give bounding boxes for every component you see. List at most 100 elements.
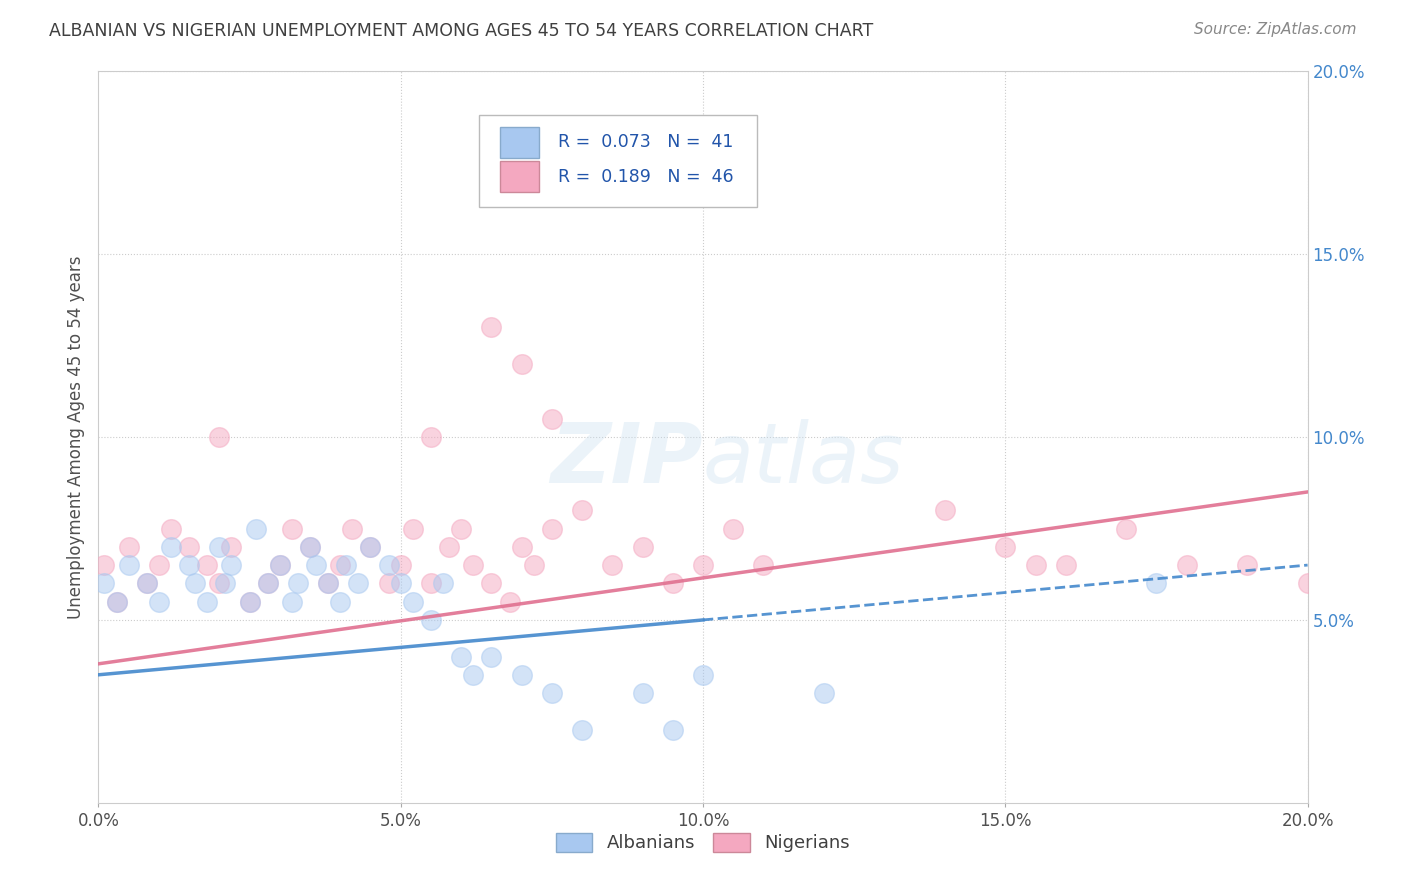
Y-axis label: Unemployment Among Ages 45 to 54 years: Unemployment Among Ages 45 to 54 years xyxy=(66,255,84,619)
Point xyxy=(402,521,425,535)
Point xyxy=(523,558,546,573)
Point xyxy=(105,594,128,608)
Point xyxy=(420,576,443,591)
Point xyxy=(994,540,1017,554)
Text: Source: ZipAtlas.com: Source: ZipAtlas.com xyxy=(1194,22,1357,37)
Point xyxy=(1296,576,1319,591)
Point xyxy=(1144,576,1167,591)
Point xyxy=(661,576,683,591)
Point xyxy=(269,558,291,573)
Point xyxy=(208,430,231,444)
Point xyxy=(148,558,170,573)
Point xyxy=(179,558,201,573)
Point xyxy=(281,521,304,535)
Point xyxy=(540,686,562,700)
Point xyxy=(329,594,352,608)
Point xyxy=(1175,558,1198,573)
Point xyxy=(299,540,322,554)
Point xyxy=(179,540,201,554)
Text: R =  0.189   N =  46: R = 0.189 N = 46 xyxy=(558,168,734,186)
Point xyxy=(281,594,304,608)
Point xyxy=(450,521,472,535)
Point xyxy=(1236,558,1258,573)
Point xyxy=(1054,558,1077,573)
Point xyxy=(316,576,339,591)
Point xyxy=(195,594,218,608)
Point xyxy=(602,558,624,573)
Text: atlas: atlas xyxy=(703,418,904,500)
Point xyxy=(335,558,357,573)
Point xyxy=(245,521,267,535)
Point xyxy=(256,576,278,591)
Point xyxy=(481,576,503,591)
Point xyxy=(377,558,399,573)
Point xyxy=(316,576,339,591)
Point xyxy=(360,540,382,554)
Point xyxy=(540,521,562,535)
Point xyxy=(631,540,654,554)
Point xyxy=(135,576,157,591)
Point xyxy=(118,558,141,573)
Point xyxy=(105,594,128,608)
Point xyxy=(571,503,593,517)
Point xyxy=(93,576,115,591)
Point xyxy=(463,558,485,573)
Point xyxy=(160,540,183,554)
Point xyxy=(1115,521,1137,535)
Point xyxy=(93,558,115,573)
Point xyxy=(160,521,183,535)
Point xyxy=(510,357,533,371)
Point xyxy=(571,723,593,737)
Text: ZIP: ZIP xyxy=(550,418,703,500)
Point xyxy=(723,521,745,535)
Bar xyxy=(501,161,538,192)
Point xyxy=(389,558,412,573)
Point xyxy=(1024,558,1046,573)
Point xyxy=(692,558,714,573)
Text: ALBANIAN VS NIGERIAN UNEMPLOYMENT AMONG AGES 45 TO 54 YEARS CORRELATION CHART: ALBANIAN VS NIGERIAN UNEMPLOYMENT AMONG … xyxy=(49,22,873,40)
Point xyxy=(347,576,370,591)
Point xyxy=(420,613,443,627)
Point xyxy=(934,503,956,517)
Point xyxy=(305,558,328,573)
FancyBboxPatch shape xyxy=(479,115,758,207)
Point xyxy=(692,667,714,681)
Point xyxy=(752,558,775,573)
Point xyxy=(389,576,412,591)
Point xyxy=(463,667,485,681)
Point xyxy=(510,540,533,554)
Point xyxy=(402,594,425,608)
Point xyxy=(602,174,624,188)
Point xyxy=(287,576,309,591)
Point xyxy=(432,576,454,591)
Point xyxy=(148,594,170,608)
Point xyxy=(342,521,364,535)
Bar xyxy=(501,127,538,158)
Point xyxy=(437,540,460,554)
Point xyxy=(631,686,654,700)
Text: R =  0.073   N =  41: R = 0.073 N = 41 xyxy=(558,133,734,152)
Point xyxy=(184,576,207,591)
Point xyxy=(221,558,243,573)
Legend: Albanians, Nigerians: Albanians, Nigerians xyxy=(550,826,856,860)
Point xyxy=(208,576,231,591)
Point xyxy=(118,540,141,554)
Point xyxy=(377,576,399,591)
Point xyxy=(239,594,262,608)
Point xyxy=(540,412,562,426)
Point xyxy=(135,576,157,591)
Point xyxy=(481,649,503,664)
Point xyxy=(481,320,503,334)
Point xyxy=(269,558,291,573)
Point xyxy=(450,649,472,664)
Point xyxy=(299,540,322,554)
Point xyxy=(510,667,533,681)
Point xyxy=(813,686,835,700)
Point xyxy=(360,540,382,554)
Point xyxy=(195,558,218,573)
Point xyxy=(221,540,243,554)
Point xyxy=(239,594,262,608)
Point xyxy=(498,594,520,608)
Point xyxy=(661,723,683,737)
Point xyxy=(256,576,278,591)
